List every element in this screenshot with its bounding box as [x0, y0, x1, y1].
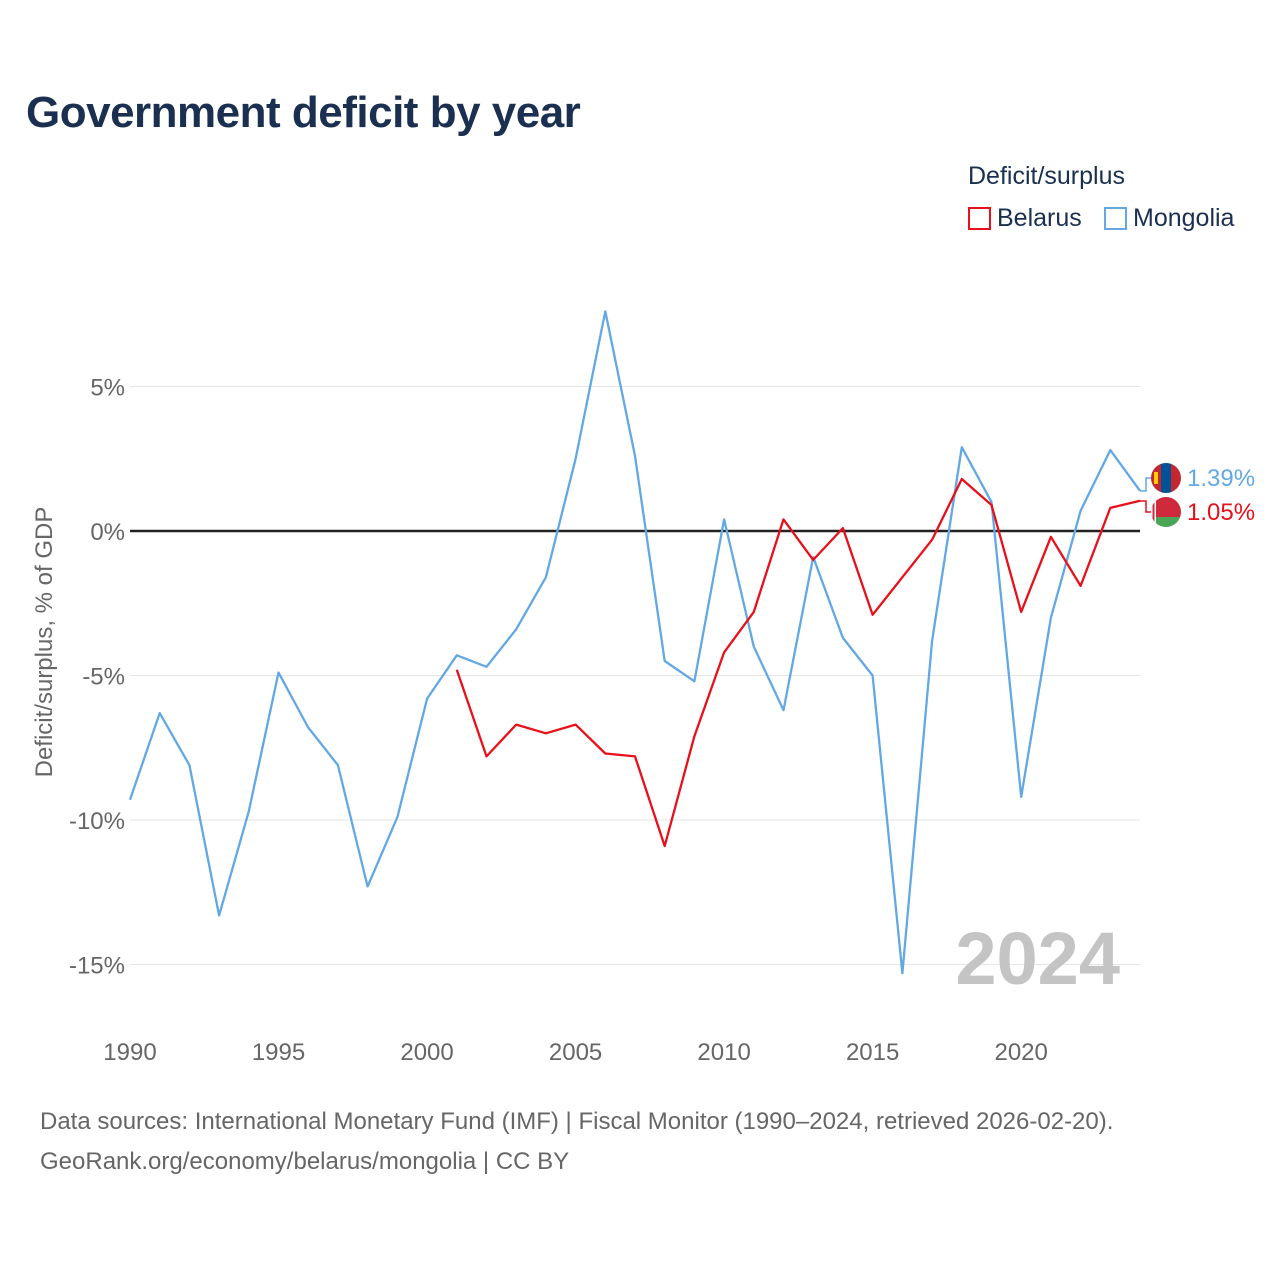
- belarus-flag-icon: [1151, 497, 1181, 527]
- y-tick-label: 0%: [90, 519, 125, 546]
- x-tick-label: 1990: [103, 1039, 156, 1066]
- legend-label-belarus: Belarus: [997, 204, 1082, 232]
- x-tick-label: 2000: [400, 1039, 453, 1066]
- legend-item-belarus[interactable]: Belarus: [968, 204, 1082, 233]
- end-value-label-belarus: 1.05%: [1187, 499, 1255, 526]
- x-tick-label: 2015: [846, 1039, 899, 1066]
- legend-label-mongolia: Mongolia: [1133, 204, 1235, 232]
- mongolia-flag-icon: [1151, 463, 1181, 493]
- end-connector-mongolia: [1140, 477, 1152, 492]
- gridlines: [130, 386, 1140, 965]
- series-lines: [128, 310, 1141, 975]
- year-watermark: 2024: [955, 917, 1120, 1000]
- y-axis-label: Deficit/surplus, % of GDP: [31, 507, 58, 778]
- x-tick-label: 1995: [252, 1039, 305, 1066]
- y-tick-label: 5%: [90, 375, 125, 402]
- footer-attribution: GeoRank.org/economy/belarus/mongolia | C…: [40, 1148, 570, 1175]
- end-connector-belarus: [1140, 500, 1152, 513]
- chart-title: Government deficit by year: [26, 88, 581, 137]
- x-tick-label: 2010: [697, 1039, 750, 1066]
- y-tick-label: -5%: [82, 664, 125, 691]
- series-line-belarus[interactable]: [455, 477, 1141, 848]
- y-tick-label: -15%: [69, 953, 125, 980]
- footer-sources: Data sources: International Monetary Fun…: [40, 1108, 1114, 1135]
- y-axis-ticks: 5% 0% -5% -10% -15%: [69, 375, 125, 980]
- series-line-mongolia[interactable]: [128, 310, 1141, 975]
- end-value-label-mongolia: 1.39%: [1187, 465, 1255, 492]
- end-labels: 1.39% 1.05%: [1140, 463, 1255, 527]
- legend-title: Deficit/surplus: [968, 162, 1125, 190]
- legend-item-mongolia[interactable]: Mongolia: [1104, 204, 1234, 233]
- x-tick-label: 2005: [549, 1039, 602, 1066]
- y-tick-label: -10%: [69, 808, 125, 835]
- x-axis-ticks: 1990 1995 2000 2005 2010 2015 2020: [103, 1039, 1048, 1066]
- legend-swatch-belarus: [968, 207, 991, 230]
- x-tick-label: 2020: [994, 1039, 1047, 1066]
- legend-swatch-mongolia: [1104, 207, 1127, 230]
